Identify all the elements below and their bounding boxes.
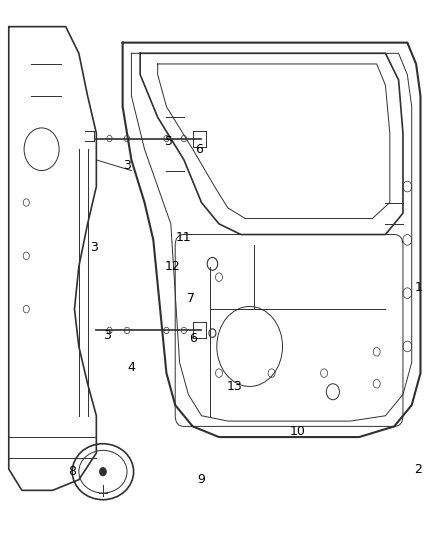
- Text: 10: 10: [290, 425, 306, 438]
- Circle shape: [124, 327, 130, 334]
- Text: 13: 13: [226, 380, 242, 393]
- Circle shape: [107, 135, 112, 142]
- Text: 3: 3: [90, 241, 98, 254]
- Text: 9: 9: [198, 473, 205, 486]
- Circle shape: [181, 135, 187, 142]
- Circle shape: [164, 327, 169, 334]
- Text: 8: 8: [68, 465, 76, 478]
- Text: 6: 6: [195, 143, 203, 156]
- Text: 1: 1: [414, 281, 422, 294]
- Text: 7: 7: [187, 292, 194, 305]
- Text: 3: 3: [103, 329, 111, 342]
- Circle shape: [124, 135, 130, 142]
- Text: 4: 4: [127, 361, 135, 374]
- Text: 11: 11: [176, 231, 192, 244]
- Text: 6: 6: [189, 332, 197, 345]
- Circle shape: [164, 135, 169, 142]
- Circle shape: [99, 467, 106, 476]
- Circle shape: [181, 327, 187, 334]
- Text: 12: 12: [165, 260, 181, 273]
- Text: 3: 3: [123, 159, 131, 172]
- Text: 5: 5: [165, 135, 173, 148]
- Text: 2: 2: [414, 463, 422, 475]
- Circle shape: [107, 327, 112, 334]
